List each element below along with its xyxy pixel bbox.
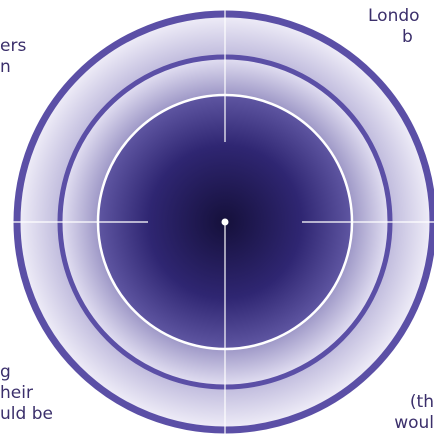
text-fragment-top-left: ers n — [0, 36, 80, 78]
text-line: g — [0, 362, 11, 382]
text-fragment-top-right: Londo b — [368, 6, 434, 48]
text-line: Londo — [368, 6, 420, 26]
text-fragment-bottom-right: (th woul — [350, 392, 434, 434]
text-line: (th — [409, 392, 434, 412]
crosshair-lines — [10, 0, 434, 442]
text-line: ers — [0, 36, 27, 56]
text-line: woul — [394, 413, 434, 433]
text-line: b — [402, 27, 413, 47]
center-dot — [221, 218, 229, 226]
text-line: uld be — [0, 404, 53, 424]
text-line: heir — [0, 383, 33, 403]
text-line: n — [0, 57, 11, 77]
text-fragment-bottom-left: g heir uld be — [0, 362, 80, 425]
